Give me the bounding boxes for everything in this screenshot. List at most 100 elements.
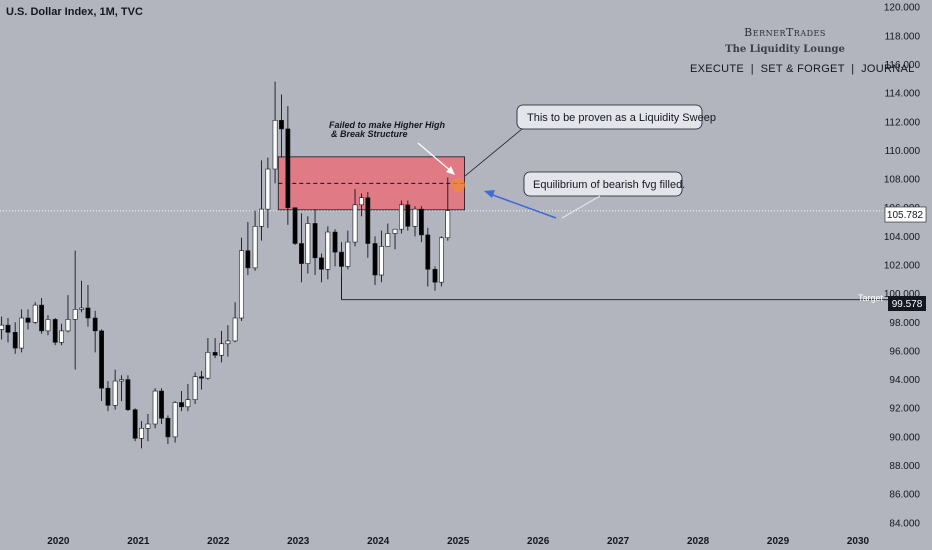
candle-body [225, 340, 231, 345]
candle-body [259, 208, 264, 227]
failed-arrow-head [446, 166, 455, 175]
candle-body [39, 304, 44, 332]
candle-body [438, 237, 444, 283]
candle-body [399, 204, 404, 230]
y-tick-label: 92.000 [889, 404, 920, 415]
y-tick-label: 90.000 [889, 432, 920, 443]
y-tick-label: 104.000 [884, 232, 921, 243]
x-tick-label: 2021 [127, 536, 150, 547]
candle-body [232, 317, 238, 342]
candle-body [265, 168, 271, 210]
candle-body [159, 390, 164, 419]
failed-arrow [417, 142, 453, 173]
candle-body [85, 307, 91, 319]
brand-tagline: EXECUTE | SET & FORGET | JOURNAL [690, 63, 915, 75]
candle-body [125, 379, 131, 410]
target-label: Target [858, 293, 884, 303]
current-price-tag [884, 206, 927, 223]
candle-body [59, 330, 64, 343]
candle-body [292, 207, 298, 244]
y-tick-label: 112.000 [885, 117, 921, 128]
candles [0, 81, 451, 449]
candle-body [72, 309, 78, 320]
candle-body [12, 332, 18, 349]
candle-body [152, 390, 158, 425]
x-tick-label: 2028 [687, 536, 710, 547]
candle-body [279, 120, 284, 130]
y-tick-label: 94.000 [889, 375, 920, 386]
brand-subtitle: The Liquidity Lounge [725, 44, 845, 55]
candle-body [219, 343, 224, 356]
x-tick-label: 2025 [447, 536, 470, 547]
current-price-text: 105.782 [887, 210, 924, 221]
candle-body [319, 257, 324, 270]
blue-arrow [489, 193, 557, 219]
y-tick-label: 114.000 [885, 89, 921, 100]
y-tick-label: 110.000 [885, 146, 921, 157]
candle-body [372, 243, 378, 276]
time-axis[interactable]: 2020 2021 2022 2023 2024 2025 2026 2027 2028 2029… [47, 536, 869, 547]
candle-body [385, 233, 391, 247]
candle-body [105, 387, 111, 406]
candle-body [285, 128, 291, 209]
failed-text-2: & Break Structure [331, 129, 408, 139]
candle-body [339, 251, 344, 267]
candle-body [199, 376, 204, 379]
candle-body [172, 402, 178, 438]
candle-body [0, 324, 4, 330]
y-tick-label: 116.000 [885, 60, 921, 71]
candle-body [445, 210, 451, 239]
candle-body [165, 417, 171, 438]
candle-body [332, 231, 338, 253]
candle-body [312, 223, 318, 259]
x-tick-label: 2027 [607, 536, 630, 547]
candle-body [99, 330, 104, 389]
callout-fvg-box[interactable] [523, 171, 683, 197]
x-tick-label: 2029 [767, 536, 790, 547]
candle-body [405, 204, 411, 227]
y-tick-label: 120.000 [884, 3, 921, 14]
x-tick-label: 2023 [287, 536, 310, 547]
x-tick-label: 2020 [47, 536, 70, 547]
candle-body [192, 376, 198, 400]
candle-body [25, 317, 31, 323]
candle-body [179, 402, 184, 408]
candle-body [252, 226, 258, 269]
overlay-lines [340, 275, 888, 301]
candle-body [52, 319, 58, 343]
candle-body [205, 352, 211, 379]
candle-body [19, 317, 24, 349]
y-tick-label: 96.000 [889, 346, 920, 357]
candle-body [245, 250, 251, 269]
y-tick-label: 84.000 [889, 518, 920, 529]
chart-title: U.S. Dollar Index, 1M, TVC [6, 6, 143, 18]
candle-body [132, 409, 138, 439]
candle-body [305, 223, 311, 264]
callout-sweep-text: This to be proven as a Liquidity Sweep [527, 112, 716, 124]
callout-sweep-pointer [464, 128, 523, 177]
candle-body [119, 379, 124, 382]
candle-body [79, 307, 84, 310]
bearish-fvg-zone [277, 156, 465, 211]
candle-body [112, 380, 118, 406]
y-tick-label: 86.000 [889, 490, 920, 501]
candle-body [419, 208, 424, 236]
candle-body [145, 423, 151, 429]
x-tick-label: 2030 [847, 536, 870, 547]
candle-body [432, 268, 438, 283]
callout-sweep-box[interactable] [516, 104, 703, 130]
candle-body [5, 324, 11, 333]
candle-body [272, 120, 278, 170]
price-axis[interactable]: 84.000 86.000 88.000 90.000 92.000 94.000 96.0… [884, 3, 921, 530]
candle-body [45, 319, 51, 332]
candle-body [139, 427, 144, 439]
y-tick-label: 118.000 [885, 31, 921, 42]
sweep-marker [451, 178, 465, 192]
candle-body [92, 317, 98, 332]
candle-body [365, 197, 371, 244]
target-price-text: 99.578 [892, 299, 923, 310]
candle-body [325, 231, 331, 270]
x-tick-label: 2026 [527, 536, 550, 547]
y-tick-label: 100.000 [884, 289, 921, 300]
